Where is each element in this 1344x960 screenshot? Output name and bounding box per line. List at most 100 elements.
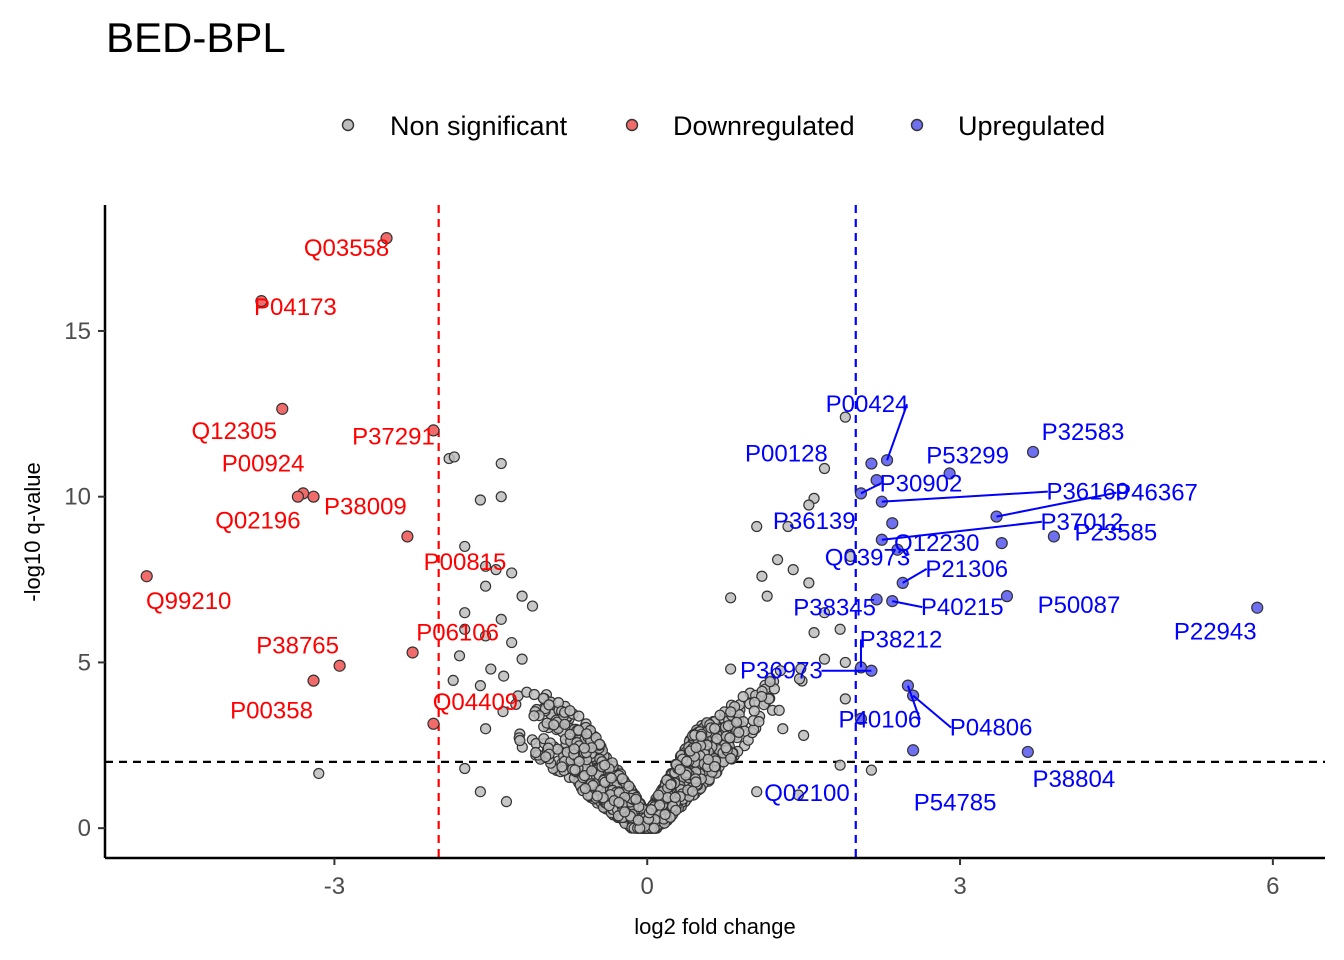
legend-marker-up [910,118,924,132]
nonsig-point [564,705,576,717]
nonsig-point [753,715,765,728]
nonsig-point [313,767,325,780]
x-tick-label: -3 [324,873,345,900]
y-axis-title: -log10 q-value [20,462,45,601]
legend-label-nonsig: Non significant [390,111,568,141]
up-point-label: P00128 [745,441,828,468]
nonsig-point [751,520,763,533]
x-tick-label: 6 [1266,873,1279,900]
up-point-label: P40106 [839,707,922,734]
nonsig-point [479,560,492,572]
nonsig-point [818,607,831,619]
up-point-label: P38804 [1032,766,1115,793]
up-point [1047,530,1060,543]
nonsig-point [834,623,846,635]
down-point-label: P00358 [230,698,313,725]
legend-marker-down [625,118,639,132]
nonsig-point [695,730,707,742]
nonsig-point [490,564,502,576]
label-leader-lines [821,403,1117,729]
down-point-label: Q03558 [304,235,389,262]
nonsig-point [725,592,737,604]
nonsig-point [669,791,681,804]
nonsig-point [514,734,526,747]
up-point [870,593,883,606]
down-point [255,295,268,308]
nonsig-point [485,663,497,675]
up-point-label: P36139 [773,508,856,535]
down-point-label: Q02196 [215,508,300,535]
up-point-label: P04806 [950,715,1033,742]
nonsig-point [498,670,510,682]
nonsig-point [681,755,693,768]
up-label-leader [881,490,1048,503]
up-label-leader [906,685,921,720]
nonsig-point [818,462,831,475]
up-point-label: P46367 [1115,480,1198,507]
nonsig-point [632,814,644,826]
up-label-leader [996,491,1117,518]
nonsig-point [702,753,714,766]
down-point [307,490,320,503]
nonsig-point [803,499,815,511]
nonsig-point [674,763,686,776]
y-tick-label: 10 [64,484,91,511]
nonsig-point [543,699,555,711]
nonsig-point [479,723,492,735]
up-point [886,517,899,530]
up-point-label: Q03973 [825,545,910,572]
nonsig-point [578,742,591,754]
nonsig-point [459,540,471,553]
up-point-label: P30902 [880,470,963,497]
nonsig-point [516,653,528,665]
y-tick-label: 15 [64,318,91,345]
nonsig-point [711,732,723,745]
legend-label-up: Upregulated [958,111,1105,141]
down-point-label: P00924 [222,450,305,477]
down-point [140,570,153,583]
nonsig-point [730,716,743,728]
down-point-label: Q04409 [433,689,518,716]
chart-title: BED-BPL [106,14,286,61]
up-point-label: P23585 [1075,519,1158,546]
nonsig-point [709,760,721,773]
down-point-label: P38765 [256,633,339,660]
up-point [1026,445,1040,459]
nonsig-point [808,626,820,639]
nonsig-point [839,693,851,705]
nonsig-point [599,759,611,771]
nonsig-point [690,776,702,788]
point-labels: Q03558 P04173 Q12305 P37291 P00924 Q02196 P380… [146,235,1257,816]
nonsig-point [569,764,581,776]
nonsig-point [756,570,768,582]
up-point [1251,601,1264,614]
nonsig-point [818,653,831,665]
down-point [427,424,440,437]
nonsig-point [479,630,492,642]
nonsig-point [755,690,768,703]
up-point-label: P36169 [1046,479,1129,506]
nonsig-point [447,674,459,687]
up-point-label: P38212 [860,626,943,653]
up-point-label: P21306 [925,556,1008,583]
up-point [995,537,1008,550]
nonsig-point [630,793,642,805]
x-tick-label: 3 [953,873,966,900]
nonsig-point [690,741,702,754]
nonsig-point [839,656,851,669]
nonsig-point [844,550,857,562]
nonsig-point [839,411,851,423]
axes: -3 0 3 6 0 5 10 15 [64,205,1325,900]
nonsig-point [652,789,665,801]
nonsig-point [528,688,540,701]
nonsig-point [764,676,776,688]
nonsig-point [798,729,810,741]
up-point [865,457,878,470]
down-point-label: P37291 [352,423,435,450]
nonsig-point [725,706,737,718]
nonsig-point [559,718,571,730]
nonsig-point [448,451,460,463]
up-point [854,712,868,725]
up-point-label: P37012 [1040,509,1123,536]
nonsig-point [686,785,699,797]
